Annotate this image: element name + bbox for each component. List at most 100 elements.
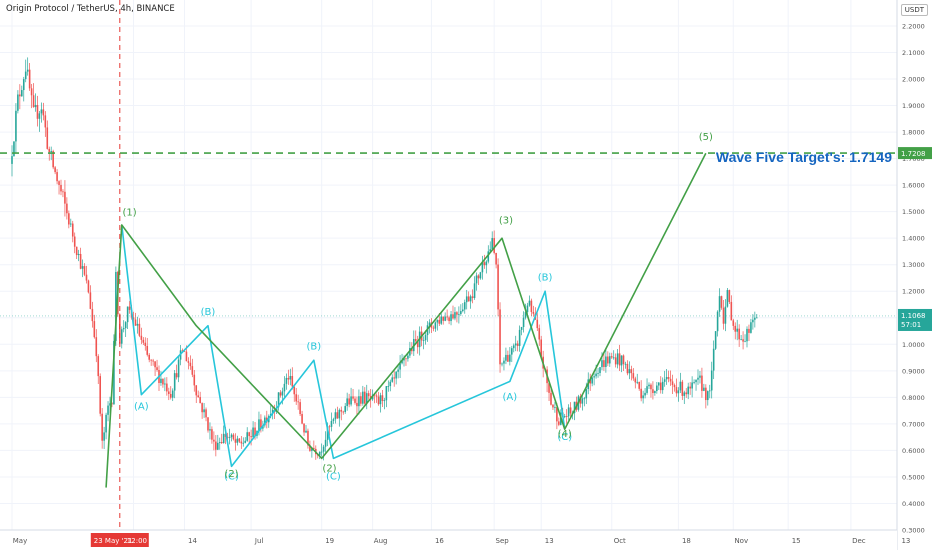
candle-body: [656, 385, 658, 392]
candle-body: [71, 223, 74, 237]
wave-label: (C): [224, 472, 239, 483]
candle-body: [101, 413, 103, 441]
candle-body: [540, 339, 542, 357]
candle-body: [387, 386, 390, 387]
candle-body: [652, 389, 654, 394]
candle-body: [66, 203, 68, 214]
candle-body: [109, 403, 111, 406]
abc-correction-polyline[interactable]: [120, 224, 566, 468]
candle-body: [452, 314, 454, 319]
candle-body: [215, 441, 217, 450]
candle-body: [142, 339, 145, 343]
candle-body: [607, 356, 609, 364]
candle-body: [383, 400, 386, 402]
candle-body: [665, 377, 668, 380]
candle-body: [28, 69, 31, 89]
candle-body: [156, 367, 158, 371]
candle-body: [646, 386, 648, 393]
candle-body: [93, 321, 96, 338]
candle-body: [99, 376, 101, 414]
candle-body: [411, 348, 413, 352]
currency-badge[interactable]: USDT: [900, 4, 928, 16]
candle-body: [128, 306, 131, 310]
candle-body: [91, 308, 94, 322]
candle-body: [654, 391, 656, 394]
candle-body: [258, 419, 260, 432]
candle-body: [287, 377, 290, 380]
candle-body: [236, 438, 239, 443]
candle-body: [203, 409, 205, 413]
candle-body: [19, 94, 21, 97]
candle-body: [444, 316, 446, 321]
time-tick-label: 13: [545, 537, 554, 545]
elliott-impulse-polyline[interactable]: [105, 152, 707, 488]
candle-body: [124, 322, 127, 329]
candle-body: [591, 377, 593, 384]
time-axis[interactable]: MayJun14Jul19Aug16Sep13Oct18Nov15Dec13: [0, 529, 910, 550]
grid: [0, 0, 899, 531]
price-tick-label: 1.6000: [902, 182, 925, 190]
candle-body: [105, 414, 107, 433]
candle-body: [720, 296, 723, 308]
candle-body: [232, 434, 235, 440]
time-tick-label: 15: [792, 537, 801, 545]
candle-body: [334, 412, 337, 420]
price-tick-label: 1.2000: [902, 288, 925, 296]
price-axis-background: [897, 0, 932, 550]
candle-body: [32, 95, 35, 108]
time-tick-label: Dec: [852, 537, 866, 545]
candle-body: [436, 319, 439, 323]
candle-body: [716, 311, 719, 332]
price-axis[interactable]: 2.2000 2.1000 2.0000 1.9000 1.8000 1.7000 1.60…: [896, 0, 932, 550]
candle-body: [526, 305, 529, 313]
candle-body: [442, 316, 444, 321]
candle-body: [305, 430, 307, 433]
candle-body: [322, 446, 325, 452]
candle-body: [52, 151, 54, 168]
candle-body: [260, 419, 262, 429]
corrective-wave-lines[interactable]: [120, 224, 566, 468]
candle-body: [199, 397, 201, 404]
candle-body: [405, 358, 407, 360]
candle-body: [42, 109, 45, 116]
candle-body: [616, 353, 619, 365]
candle-body: [707, 391, 709, 401]
candle-body: [585, 389, 588, 399]
candle-body: [548, 383, 550, 393]
price-tick-label: 1.8000: [902, 129, 925, 137]
candle-series[interactable]: [11, 57, 758, 461]
wave-labels: (1)(A)(B)(C)(2)(B)(C)(2)(3)(A)(B)(C)(4)(…: [123, 132, 714, 483]
candle-body: [699, 375, 701, 378]
candle-body: [238, 438, 241, 442]
candle-body: [469, 296, 472, 302]
candle-body: [185, 351, 188, 362]
impulse-wave-lines[interactable]: [105, 152, 707, 488]
candle-body: [524, 312, 527, 318]
candle-body: [622, 355, 625, 365]
candle-body: [79, 253, 82, 269]
candle-body: [475, 275, 478, 284]
candle-body: [640, 388, 642, 399]
candle-body: [358, 396, 360, 407]
candle-body: [301, 414, 303, 424]
candle-body: [424, 335, 427, 341]
candle-body: [754, 317, 756, 320]
candle-body: [485, 261, 488, 266]
candle-body: [669, 378, 672, 382]
candle-body: [254, 427, 256, 436]
candle-body: [514, 343, 517, 346]
candle-body: [379, 395, 382, 405]
candle-body: [538, 328, 541, 340]
candle-body: [489, 249, 492, 252]
candle-body: [324, 439, 327, 447]
candle-body: [438, 319, 441, 324]
countdown-badge-text: 57:01: [901, 321, 921, 329]
candle-body: [120, 329, 123, 344]
candle-body: [658, 382, 660, 386]
candle-body: [501, 363, 503, 365]
candle-body: [168, 391, 170, 394]
target-price-badge-text: 1.7208: [901, 150, 926, 158]
candle-body: [638, 381, 640, 389]
candle-body: [567, 407, 570, 417]
